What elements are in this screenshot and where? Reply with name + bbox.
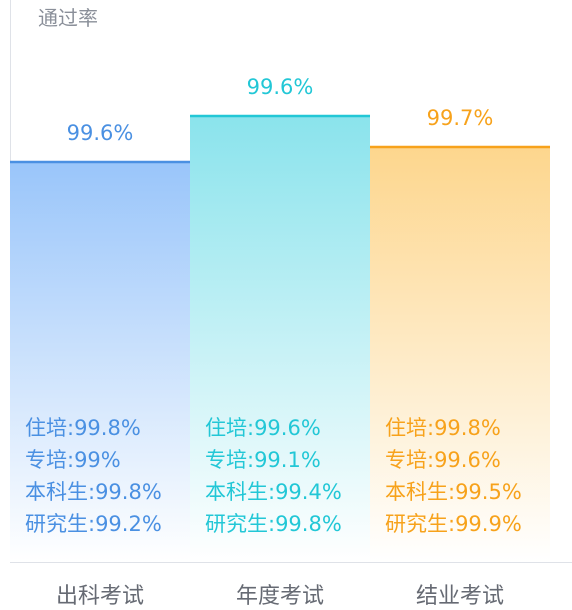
detail-zhuanpei: 专培:99%	[25, 448, 121, 472]
detail-yanjiusheng: 研究生:99.9%	[385, 512, 522, 536]
value-label-1: 99.6%	[246, 75, 314, 99]
bar-1	[190, 115, 370, 562]
detail-benkesheng: 本科生:99.4%	[205, 480, 342, 504]
bar-details-2: 住培:99.8% 专培:99.6% 本科生:99.5% 研究生:99.9%	[385, 412, 560, 540]
detail-yanjiusheng: 研究生:99.8%	[205, 512, 342, 536]
detail-zhupei: 住培:99.8%	[385, 416, 501, 440]
bar-details-0: 住培:99.8% 专培:99% 本科生:99.8% 研究生:99.2%	[25, 412, 200, 540]
y-axis-label: 通过率	[38, 6, 98, 30]
detail-zhuanpei: 专培:99.6%	[385, 448, 501, 472]
detail-zhupei: 住培:99.8%	[25, 416, 141, 440]
value-label-0: 99.6%	[66, 121, 134, 145]
bar-0	[10, 161, 190, 562]
value-label-2: 99.7%	[426, 106, 494, 130]
bar-details-1: 住培:99.6% 专培:99.1% 本科生:99.4% 研究生:99.8%	[205, 412, 380, 540]
x-tick-label-1: 年度考试	[235, 584, 324, 609]
x-tick-label-0: 出科考试	[55, 584, 144, 609]
detail-zhuanpei: 专培:99.1%	[205, 448, 321, 472]
x-tick-label-2: 结业考试	[415, 584, 504, 609]
detail-yanjiusheng: 研究生:99.2%	[25, 512, 162, 536]
detail-benkesheng: 本科生:99.5%	[385, 480, 522, 504]
detail-zhupei: 住培:99.6%	[205, 416, 321, 440]
detail-benkesheng: 本科生:99.8%	[25, 480, 162, 504]
bar-2	[370, 146, 550, 562]
